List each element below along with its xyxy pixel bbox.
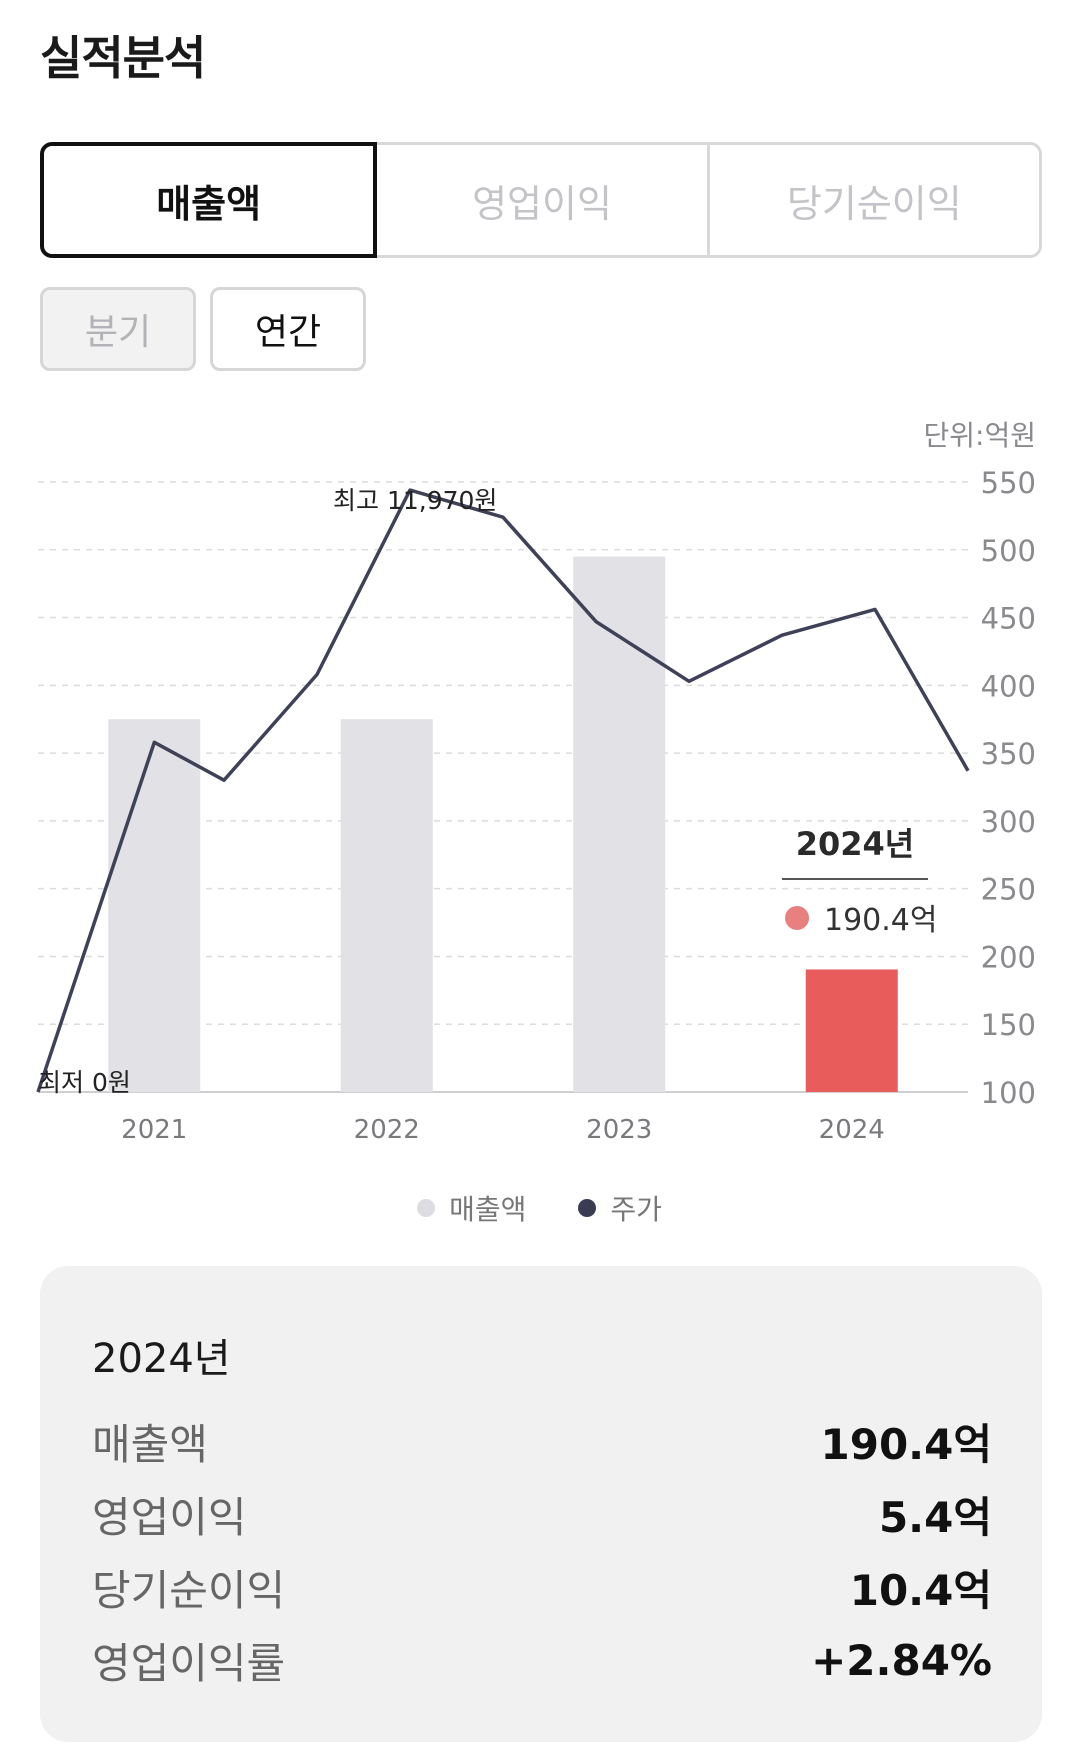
summary-label: 매출액 xyxy=(92,1419,208,1469)
summary-value: 10.4억 xyxy=(849,1565,992,1615)
chart-legend: 매출액 주가 xyxy=(0,1188,1079,1228)
y-tick-label: 100 xyxy=(981,1076,1036,1110)
price-line xyxy=(36,488,970,1093)
summary-row-net-income: 당기순이익 10.4억 xyxy=(92,1555,992,1619)
annotation-low: 최저 0원 xyxy=(38,1068,131,1097)
tab-revenue[interactable]: 매출액 xyxy=(40,142,378,258)
summary-label: 당기순이익 xyxy=(92,1565,286,1615)
bar-2023 xyxy=(573,556,666,1092)
tab-net-income[interactable]: 당기순이익 xyxy=(706,142,1042,258)
summary-value: +2.84% xyxy=(811,1635,992,1685)
y-tick-label: 350 xyxy=(981,737,1036,771)
y-tick-label: 450 xyxy=(981,602,1036,636)
legend-item-price: 주가 xyxy=(578,1188,662,1228)
summary-label: 영업이익 xyxy=(92,1492,247,1542)
y-axis: 100 150 200 250 300 350 400 450 500 550 xyxy=(981,466,1036,1110)
page-title: 실적분석 xyxy=(40,31,206,85)
x-tick-label: 2021 xyxy=(121,1115,187,1145)
y-tick-label: 500 xyxy=(981,534,1036,568)
legend-item-revenue: 매출액 xyxy=(417,1188,526,1228)
y-tick-label: 300 xyxy=(981,805,1036,839)
tooltip: 2024년 190.4억 xyxy=(782,825,937,938)
annotation-high: 최고 11,970원 xyxy=(333,486,497,515)
legend-label-revenue: 매출액 xyxy=(449,1193,527,1226)
price-line-path xyxy=(36,488,970,1093)
tab-quarterly[interactable]: 분기 xyxy=(40,287,196,371)
tab-operating-profit[interactable]: 영업이익 xyxy=(374,142,710,258)
summary-label: 영업이익률 xyxy=(92,1638,286,1688)
metric-tabs: 매출액 영업이익 당기순이익 xyxy=(40,142,1042,258)
unit-label: 단위:억원 xyxy=(924,420,1036,452)
summary-year: 2024년 xyxy=(92,1336,231,1382)
y-tick-label: 200 xyxy=(981,940,1036,974)
y-tick-label: 400 xyxy=(981,669,1036,703)
summary-row-operating-margin: 영업이익률 +2.84% xyxy=(92,1628,992,1692)
tooltip-dot xyxy=(785,906,809,930)
summary-row-operating-profit: 영업이익 5.4억 xyxy=(92,1482,992,1546)
y-tick-label: 550 xyxy=(981,466,1036,500)
legend-label-price: 주가 xyxy=(610,1193,662,1226)
tooltip-value: 190.4억 xyxy=(824,903,937,938)
legend-dot-price xyxy=(578,1199,597,1217)
tooltip-title: 2024년 xyxy=(796,825,915,863)
legend-dot-revenue xyxy=(417,1199,436,1217)
bar-2021 xyxy=(108,719,201,1092)
summary-card: 2024년 매출액 190.4억 영업이익 5.4억 당기순이익 10.4억 영… xyxy=(40,1266,1042,1742)
x-tick-label: 2024 xyxy=(819,1115,885,1145)
period-tabs: 분기 연간 xyxy=(40,287,366,371)
x-tick-label: 2022 xyxy=(354,1115,420,1145)
summary-value: 190.4억 xyxy=(820,1419,993,1469)
bars xyxy=(108,556,898,1092)
x-tick-label: 2023 xyxy=(586,1115,652,1145)
summary-value: 5.4억 xyxy=(878,1492,992,1542)
tab-annual[interactable]: 연간 xyxy=(210,287,366,371)
x-axis: 2021 2022 2023 2024 xyxy=(121,1115,885,1145)
bar-2024 xyxy=(805,969,898,1092)
bar-2022 xyxy=(340,719,433,1092)
y-tick-label: 250 xyxy=(981,873,1036,907)
revenue-chart: 단위:억원 100 150 200 250 300 350 400 450 500 550 202… xyxy=(36,420,1036,1145)
summary-row-revenue: 매출액 190.4억 xyxy=(92,1409,992,1473)
y-tick-label: 150 xyxy=(981,1008,1036,1042)
